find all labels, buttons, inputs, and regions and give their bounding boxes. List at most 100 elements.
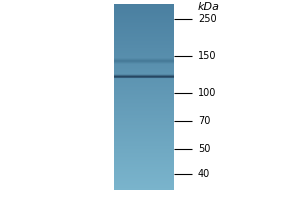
Bar <box>114 136 174 137</box>
Bar <box>114 117 174 118</box>
Bar <box>114 57 174 58</box>
Bar <box>114 84 174 85</box>
Bar <box>114 144 174 145</box>
Bar <box>114 72 174 73</box>
Bar <box>114 36 174 37</box>
Bar <box>114 94 174 95</box>
Bar <box>114 157 174 158</box>
Text: 150: 150 <box>198 51 217 61</box>
Bar <box>114 58 174 59</box>
Bar <box>114 126 174 127</box>
Bar <box>114 78 174 79</box>
Bar <box>114 80 174 81</box>
Bar <box>114 47 174 48</box>
Bar <box>114 45 174 46</box>
Bar <box>114 160 174 161</box>
Bar <box>114 77 174 78</box>
Bar <box>114 170 174 171</box>
Bar <box>114 182 174 183</box>
Bar <box>114 109 174 110</box>
Bar <box>114 122 174 123</box>
Bar <box>114 113 174 114</box>
Bar <box>114 181 174 182</box>
Bar <box>114 174 174 175</box>
Bar <box>114 142 174 143</box>
Bar <box>114 93 174 94</box>
Bar <box>114 88 174 89</box>
Bar <box>114 103 174 104</box>
Bar <box>114 112 174 113</box>
Bar <box>114 23 174 24</box>
Bar <box>114 131 174 132</box>
Bar <box>114 24 174 25</box>
Bar <box>114 5 174 6</box>
Bar <box>114 116 174 117</box>
Bar <box>114 48 174 49</box>
Bar <box>114 162 174 163</box>
Bar <box>114 173 174 174</box>
Bar <box>114 71 174 72</box>
Bar <box>114 141 174 142</box>
Text: 100: 100 <box>198 88 216 98</box>
Bar <box>114 70 174 71</box>
Bar <box>114 149 174 150</box>
Bar <box>114 160 174 161</box>
Bar <box>114 85 174 86</box>
Bar <box>114 40 174 41</box>
Bar <box>114 176 174 177</box>
Bar <box>114 44 174 45</box>
Bar <box>114 20 174 21</box>
Bar <box>114 69 174 70</box>
Bar <box>114 86 174 87</box>
Bar <box>114 46 174 47</box>
Bar <box>114 156 174 157</box>
Bar <box>114 96 174 97</box>
Bar <box>114 72 174 73</box>
Bar <box>114 151 174 152</box>
Bar <box>114 136 174 137</box>
Bar <box>114 67 174 68</box>
Bar <box>114 60 174 61</box>
Bar <box>114 83 174 84</box>
Bar <box>114 50 174 51</box>
Bar <box>114 115 174 116</box>
Bar <box>114 81 174 82</box>
Bar <box>114 82 174 83</box>
Bar <box>114 154 174 155</box>
Bar <box>114 54 174 55</box>
Bar <box>114 25 174 26</box>
Bar <box>114 15 174 16</box>
Bar <box>114 59 174 60</box>
Bar <box>114 147 174 148</box>
Bar <box>114 38 174 39</box>
Bar <box>114 139 174 140</box>
Bar <box>114 155 174 156</box>
Bar <box>114 106 174 107</box>
Bar <box>114 64 174 65</box>
Bar <box>114 179 174 180</box>
Bar <box>114 164 174 165</box>
Bar <box>114 135 174 136</box>
Bar <box>114 127 174 128</box>
Bar <box>114 134 174 135</box>
Bar <box>114 188 174 189</box>
Bar <box>114 33 174 34</box>
Bar <box>114 188 174 189</box>
Bar <box>114 141 174 142</box>
Bar <box>114 74 174 75</box>
Text: kDa: kDa <box>198 2 220 12</box>
Bar <box>114 172 174 173</box>
Bar <box>114 119 174 120</box>
Bar <box>114 166 174 167</box>
Bar <box>114 51 174 52</box>
Bar <box>114 18 174 20</box>
Bar <box>114 9 174 10</box>
Bar <box>114 36 174 37</box>
Bar <box>114 56 174 57</box>
Bar <box>114 30 174 31</box>
Bar <box>114 41 174 42</box>
Bar <box>114 7 174 8</box>
Bar <box>114 123 174 124</box>
Bar <box>114 171 174 172</box>
Bar <box>114 95 174 96</box>
